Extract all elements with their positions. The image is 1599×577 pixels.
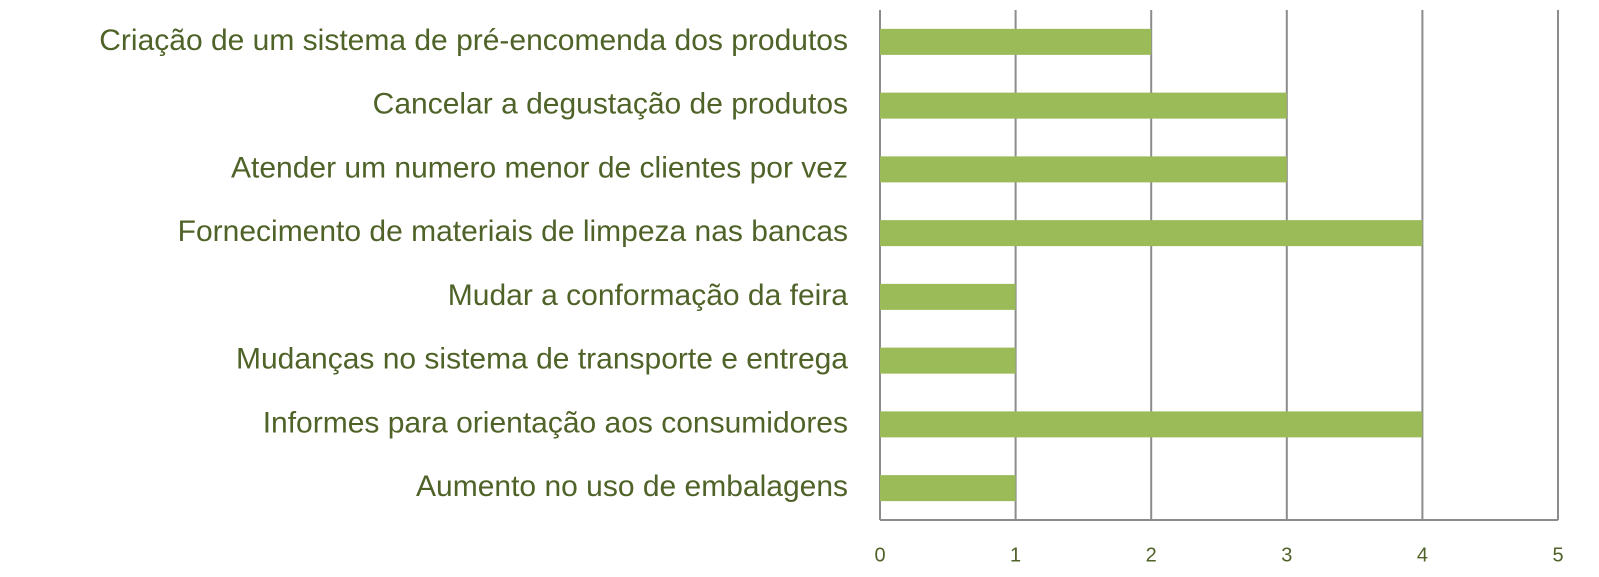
y-tick-label: Atender um numero menor de clientes por …	[231, 151, 848, 184]
y-tick-label: Mudanças no sistema de transporte e entr…	[236, 343, 848, 376]
bar	[880, 156, 1287, 183]
y-tick-label: Fornecimento de materiais de limpeza nas…	[178, 215, 848, 248]
x-tick-label: 2	[1146, 544, 1157, 566]
y-tick-label: Aumento no uso de embalagens	[416, 470, 848, 503]
x-tick-label: 5	[1552, 544, 1563, 566]
x-tick-label: 4	[1417, 544, 1428, 566]
y-tick-label: Mudar a conformação da feira	[448, 279, 849, 312]
bar	[880, 283, 1016, 310]
bar	[880, 92, 1287, 119]
y-tick-label: Criação de um sistema de pré-encomenda d…	[99, 24, 848, 57]
y-tick-label: Cancelar a degustação de produtos	[373, 88, 848, 121]
bar	[880, 220, 1423, 247]
bar	[880, 411, 1423, 438]
y-tick-label: Informes para orientação aos consumidore…	[263, 406, 848, 439]
bar	[880, 347, 1016, 374]
x-tick-label: 0	[874, 544, 885, 566]
bar	[880, 28, 1152, 55]
x-tick-label: 3	[1281, 544, 1292, 566]
bar	[880, 475, 1016, 502]
x-tick-label: 1	[1010, 544, 1021, 566]
